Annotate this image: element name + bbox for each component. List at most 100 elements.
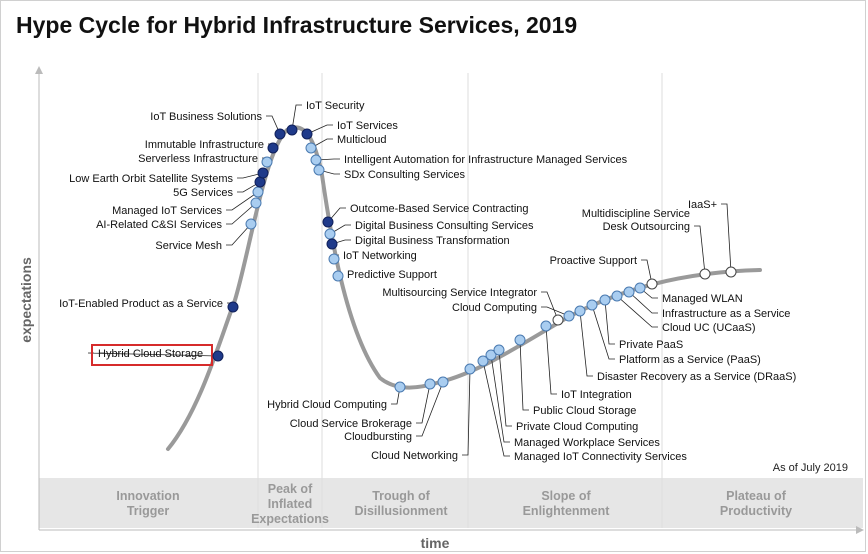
leader-line-disaster-recovery-as-a-service-draas bbox=[579, 310, 593, 377]
tech-marker-managed-iot-connectivity-services bbox=[477, 355, 489, 367]
leader-line-cloud-networking bbox=[462, 368, 471, 456]
phase-label: Inflated bbox=[268, 497, 312, 511]
tech-label-cloud-uc-ucaas: Cloud UC (UCaaS) bbox=[662, 322, 756, 334]
leader-line-cloud-computing bbox=[541, 306, 570, 317]
phase-label: Peak of bbox=[268, 482, 313, 496]
leader-line-infrastructure-as-a-service bbox=[628, 291, 658, 314]
tech-marker-iot-security bbox=[286, 124, 298, 136]
tech-label-hybrid-cloud-computing: Hybrid Cloud Computing bbox=[267, 399, 387, 411]
tech-marker-cloud-service-brokerage bbox=[424, 378, 436, 390]
leader-line-low-earth-orbit-satellite-systems bbox=[237, 172, 264, 179]
tech-label-multisourcing-service-integrator: Multisourcing Service Integrator bbox=[382, 287, 537, 299]
leader-line-multisourcing-service-integrator bbox=[541, 291, 559, 321]
tech-label-sdx-consulting-services: SDx Consulting Services bbox=[344, 169, 466, 181]
tech-label-proactive-support: Proactive Support bbox=[550, 255, 637, 267]
leader-line-iot-integration bbox=[545, 325, 557, 395]
leader-line-proactive-support bbox=[641, 259, 653, 285]
tech-label-digital-business-transformation: Digital Business Transformation bbox=[355, 235, 510, 247]
leader-line-multicloud bbox=[310, 138, 333, 149]
phase-label: Slope of bbox=[541, 489, 591, 503]
leader-line-multidiscipline-service-desk-outsourcing bbox=[694, 225, 706, 275]
tech-marker-cloudbursting bbox=[437, 376, 449, 388]
tech-marker-private-paas bbox=[599, 294, 611, 306]
tech-label-cloud-computing: Cloud Computing bbox=[452, 302, 537, 314]
leader-line-cloud-service-brokerage bbox=[416, 383, 431, 424]
tech-label-infrastructure-as-a-service: Infrastructure as a Service bbox=[662, 308, 790, 320]
tech-marker-managed-workplace-services bbox=[485, 349, 497, 361]
tech-marker-multisourcing-service-integrator bbox=[552, 314, 564, 326]
tech-marker-5g-services bbox=[254, 176, 266, 188]
tech-marker-hybrid-cloud-computing bbox=[394, 381, 406, 393]
tech-label-platform-as-a-service-paas: Platform as a Service (PaaS) bbox=[619, 354, 761, 366]
leader-line-iot-services bbox=[306, 124, 333, 135]
tech-marker-multidiscipline-service-desk-outsourcing bbox=[699, 268, 711, 280]
leader-line-intelligent-automation-for-infrastructure-managed-services bbox=[315, 158, 340, 161]
phase-label: Productivity bbox=[720, 504, 792, 518]
y-axis-label: expectations bbox=[18, 257, 34, 343]
phase-label: Expectations bbox=[251, 512, 329, 526]
tech-label-managed-iot-services: Managed IoT Services bbox=[112, 205, 222, 217]
tech-marker-private-cloud-computing bbox=[493, 344, 505, 356]
tech-label-cloud-service-brokerage: Cloud Service Brokerage bbox=[290, 418, 412, 430]
tech-marker-infrastructure-as-a-service bbox=[623, 286, 635, 298]
tech-marker-iaas bbox=[725, 266, 737, 278]
y-axis-arrow bbox=[35, 66, 43, 74]
leader-line-private-paas bbox=[604, 299, 615, 345]
tech-marker-iot-business-solutions bbox=[274, 128, 286, 140]
tech-label-iot-enabled-product-as-a-service: IoT-Enabled Product as a Service bbox=[59, 298, 223, 310]
tech-marker-hybrid-cloud-storage bbox=[212, 350, 224, 362]
phase-label: Trough of bbox=[372, 489, 430, 503]
leader-line-cloud-uc-ucaas bbox=[616, 295, 658, 328]
chart-title: Hype Cycle for Hybrid Infrastructure Ser… bbox=[16, 12, 578, 38]
tech-label-managed-wlan: Managed WLAN bbox=[662, 293, 743, 305]
tech-marker-disaster-recovery-as-a-service-draas bbox=[574, 305, 586, 317]
leader-line-service-mesh bbox=[226, 223, 252, 246]
tech-marker-immutable-infrastructure bbox=[267, 142, 279, 154]
tech-label-private-paas: Private PaaS bbox=[619, 339, 683, 351]
tech-marker-iot-integration bbox=[540, 320, 552, 332]
tech-label-multidiscipline-service-desk-outsourcing: Desk Outsourcing bbox=[603, 221, 690, 233]
phase-label: Trigger bbox=[127, 504, 170, 518]
leader-line-public-cloud-storage bbox=[519, 339, 529, 411]
phase-band bbox=[39, 478, 863, 528]
tech-marker-low-earth-orbit-satellite-systems bbox=[257, 167, 269, 179]
tech-marker-managed-wlan bbox=[634, 282, 646, 294]
tech-label-service-mesh: Service Mesh bbox=[155, 240, 222, 252]
leader-line-5g-services bbox=[237, 181, 261, 193]
phase-label: Enlightenment bbox=[523, 504, 611, 518]
tech-label-iot-integration: IoT Integration bbox=[561, 389, 632, 401]
tech-marker-serverless-infrastructure bbox=[261, 156, 273, 168]
tech-marker-intelligent-automation-for-infrastructure-managed-services bbox=[310, 154, 322, 166]
tech-marker-proactive-support bbox=[646, 278, 658, 290]
tech-label-iot-networking: IoT Networking bbox=[343, 250, 417, 262]
tech-marker-managed-iot-services bbox=[252, 186, 264, 198]
tech-label-managed-iot-connectivity-services: Managed IoT Connectivity Services bbox=[514, 451, 687, 463]
tech-marker-sdx-consulting-services bbox=[313, 164, 325, 176]
tech-label-intelligent-automation-for-infrastructure-managed-services: Intelligent Automation for Infrastructur… bbox=[344, 154, 628, 166]
tech-marker-service-mesh bbox=[245, 218, 257, 230]
tech-marker-outcome-based-service-contracting bbox=[322, 216, 334, 228]
leader-line-iot-business-solutions bbox=[266, 115, 281, 135]
tech-label-hybrid-cloud-storage: Hybrid Cloud Storage bbox=[98, 348, 203, 360]
leader-line-private-cloud-computing bbox=[498, 349, 512, 427]
tech-label-immutable-infrastructure: Immutable Infrastructure bbox=[145, 139, 264, 151]
tech-marker-public-cloud-storage bbox=[514, 334, 526, 346]
tech-label-disaster-recovery-as-a-service-draas: Disaster Recovery as a Service (DRaaS) bbox=[597, 371, 796, 383]
leader-line-digital-business-consulting-services bbox=[329, 224, 351, 235]
leader-line-managed-iot-connectivity-services bbox=[482, 360, 510, 457]
highlight-box bbox=[91, 344, 213, 366]
tech-label-low-earth-orbit-satellite-systems: Low Earth Orbit Satellite Systems bbox=[69, 173, 233, 185]
leader-line-platform-as-a-service-paas bbox=[591, 304, 615, 360]
tech-label-managed-workplace-services: Managed Workplace Services bbox=[514, 437, 660, 449]
tech-label-iot-business-solutions: IoT Business Solutions bbox=[150, 111, 262, 123]
phase-label: Plateau of bbox=[726, 489, 787, 503]
tech-label-cloudbursting: Cloudbursting bbox=[344, 431, 412, 443]
x-axis-arrow bbox=[856, 526, 864, 534]
tech-marker-iot-services bbox=[301, 128, 313, 140]
tech-marker-digital-business-consulting-services bbox=[324, 228, 336, 240]
leader-line-ai-related-c-si-services bbox=[226, 202, 257, 225]
x-axis-label: time bbox=[421, 535, 450, 551]
phase-label: Disillusionment bbox=[354, 504, 448, 518]
